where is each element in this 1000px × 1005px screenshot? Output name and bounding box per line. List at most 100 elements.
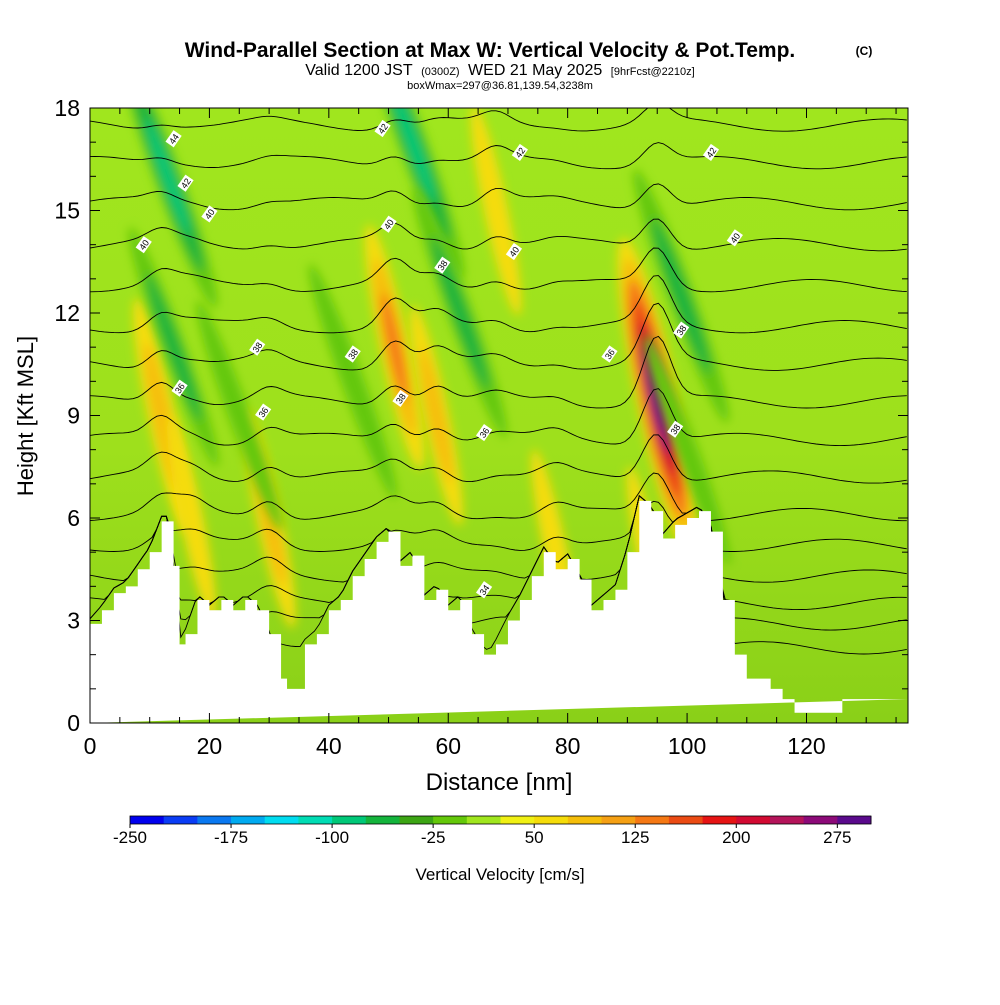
contour-label: 42 [374,119,391,138]
y-tick-label: 9 [67,403,80,429]
downdraft-plume [413,188,507,438]
contour-label-bg [511,143,529,162]
y-tick-label: 0 [67,710,80,736]
contour-label: 36 [255,403,272,421]
y-axis-label: Height [Kft MSL] [13,336,38,496]
x-axis-label: Distance [nm] [426,769,573,796]
colorbar-swatch [298,816,333,824]
isentrope-line [90,472,907,522]
x-axis: 0 20 40 60 80 100 120 [84,108,897,759]
contour-label: 34 [475,581,493,599]
contour-label-text: 38 [251,340,265,354]
updraft-plume [166,415,217,621]
colorbar-swatch [534,816,569,824]
subtitle-date: WED 21 May 2025 [468,62,602,79]
x-tick-label: 20 [197,733,223,759]
x-tick-label: 100 [668,733,706,759]
contour-label: 42 [702,143,720,162]
isentrope-line [90,183,907,211]
colorbar-tick-label: -175 [214,828,248,847]
x-tick-label: 80 [555,733,581,759]
y-tick-label: 6 [67,505,80,531]
contour-label: 40 [726,229,743,247]
isentrope-line [90,247,907,293]
colorbar-swatch [702,816,737,824]
downdraft-plume [118,108,218,308]
updraft-plume [364,224,425,470]
velocity-level [431,236,489,390]
contour-label: 38 [667,420,684,438]
contour-label-bg [177,174,194,192]
contour-label-text: 38 [346,347,360,361]
downdraft-plume [633,168,729,423]
colorbar-swatch [837,816,872,824]
colorbar-tick-label: 125 [621,828,649,847]
updraft-plume [470,108,522,316]
isentrope-line [90,494,907,611]
velocity-level [308,263,397,499]
contour-label-bg [380,215,397,233]
x-tick-label: 0 [84,733,97,759]
x-tick-label: 60 [435,733,461,759]
isentrope-line [90,108,907,132]
contour-label-bg [475,423,493,442]
contour-label-bg [392,389,409,408]
colorbar-tick-label: -25 [421,828,446,847]
contour-label-bg [726,229,743,247]
velocity-level [651,217,711,375]
subtitle-main: Valid 1200 JST [305,62,413,79]
contour-label-bg [434,256,451,274]
isentrope-line [90,494,907,583]
contour-label-bg [505,242,523,261]
contour-label-text: 40 [507,245,521,259]
downdraft-plume [644,334,731,565]
colorbar-swatch [332,816,367,824]
y-tick-label: 18 [54,95,80,121]
isentrope-line [90,302,907,371]
colorbar-swatch [365,816,400,824]
y-tick-label: 15 [54,198,80,224]
velocity-level [644,334,731,565]
chart-subtitle: Valid 1200 JST (0300Z) WED 21 May 2025 [… [305,62,694,79]
contour-label: 38 [344,345,361,363]
chart-title: Wind-Parallel Section at Max W: Vertical… [185,39,796,62]
colorbar-swatch [635,816,670,824]
contour-label-text: 38 [669,422,683,436]
velocity-level [145,117,190,235]
velocity-level [166,415,217,621]
contour-label-text: 40 [137,238,151,252]
contour-label-bg [255,403,272,421]
colorbar-swatch [264,816,299,824]
velocity-level [420,347,453,484]
colorbar-swatch [197,816,232,824]
contour-label-text: 40 [203,207,217,221]
contour-label-text: 36 [173,381,187,395]
isentrope-line [90,218,907,252]
colorbar-swatch [769,816,805,824]
isentrope-line [90,388,907,447]
title-mark: (C) [856,44,873,58]
colorbar-tick-label: 275 [823,828,851,847]
contour-label: 42 [177,174,194,192]
subtitle-fcst: [9hrFcst@2210z] [611,66,695,78]
colorbar-swatch [433,816,468,824]
contour-label-text: 38 [436,258,450,272]
contour-label-bg [135,236,152,254]
colorbar-swatch [500,816,535,824]
isentrope-line [90,434,907,484]
contour-label: 38 [249,338,266,356]
contour-label: 36 [171,379,188,397]
isentrope-line [90,335,907,409]
contour-label-bg [165,130,182,148]
contour-label-text: 42 [179,176,193,190]
contour-label-bg [374,119,391,138]
isentrope-line [90,275,907,334]
colorbar-swatch [399,816,434,824]
colorbar-swatch [736,816,771,824]
x-tick-label: 120 [787,733,825,759]
velocity-level [381,292,408,402]
contour-label-text: 42 [513,146,527,160]
colorbar-frame [129,815,872,825]
velocity-level [389,108,436,203]
